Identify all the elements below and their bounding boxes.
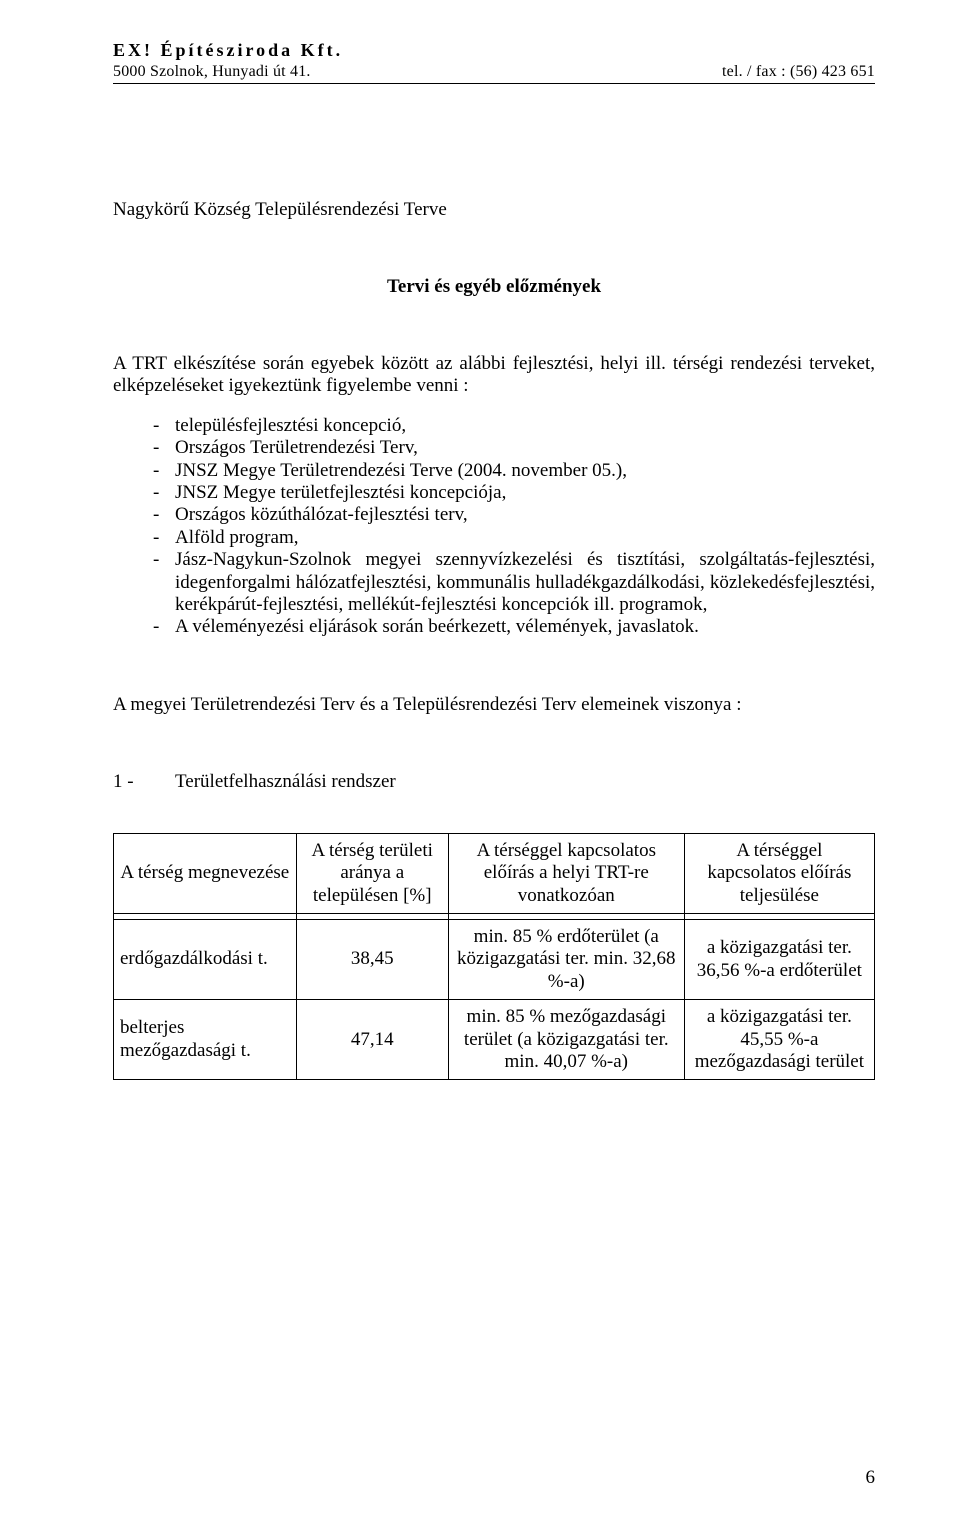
list-item: -Országos közúthálózat-fejlesztési terv, xyxy=(113,504,875,526)
company-contact: tel. / fax : (56) 423 651 xyxy=(722,63,875,81)
list-item: -A véleményezési eljárások során beérkez… xyxy=(113,616,875,638)
list-item: -településfejlesztési koncepció, xyxy=(113,415,875,437)
table-row: erdőgazdálkodási t. 38,45 min. 85 % erdő… xyxy=(114,919,875,999)
dash-icon: - xyxy=(113,460,175,482)
list-item: -JNSZ Megye Területrendezési Terve (2004… xyxy=(113,460,875,482)
dash-icon: - xyxy=(113,482,175,504)
col-header: A térséggel kapcsolatos előírás a helyi … xyxy=(448,833,684,913)
list-item-text: Országos Területrendezési Terv, xyxy=(175,437,875,459)
dash-icon: - xyxy=(113,616,175,638)
list-item: -Alföld program, xyxy=(113,527,875,549)
document-title: Nagykörű Község Településrendezési Terve xyxy=(113,199,875,221)
list-item: -Országos Területrendezési Terv, xyxy=(113,437,875,459)
list-item-text: JNSZ Megye Területrendezési Terve (2004.… xyxy=(175,460,875,482)
page-number: 6 xyxy=(866,1467,876,1489)
table-cell: 47,14 xyxy=(296,1000,448,1080)
dash-icon: - xyxy=(113,527,175,549)
numbered-item: 1 - Területfelhasználási rendszer xyxy=(113,771,875,793)
dash-icon: - xyxy=(113,504,175,526)
col-header: A térség területi aránya a településen [… xyxy=(296,833,448,913)
table-cell: 38,45 xyxy=(296,919,448,999)
table-row: belterjes mezőgazdasági t. 47,14 min. 85… xyxy=(114,1000,875,1080)
header-row: 5000 Szolnok, Hunyadi út 41. tel. / fax … xyxy=(113,63,875,84)
table-cell: min. 85 % erdőterület (a közigazgatási t… xyxy=(448,919,684,999)
numbered-text: Területfelhasználási rendszer xyxy=(175,771,396,793)
list-item-text: Jász-Nagykun-Szolnok megyei szennyvízkez… xyxy=(175,549,875,616)
table-cell: a közigazgatási ter. 45,55 %-a mezőgazda… xyxy=(684,1000,874,1080)
relation-title: A megyei Területrendezési Terv és a Tele… xyxy=(113,694,875,716)
table-cell: a közigazgatási ter. 36,56 %-a erdőterül… xyxy=(684,919,874,999)
data-table: A térség megnevezése A térség területi a… xyxy=(113,833,875,1081)
company-address: 5000 Szolnok, Hunyadi út 41. xyxy=(113,63,311,81)
list-item-text: Alföld program, xyxy=(175,527,875,549)
list-item-text: Országos közúthálózat-fejlesztési terv, xyxy=(175,504,875,526)
col-header: A térség megnevezése xyxy=(114,833,297,913)
table-cell: erdőgazdálkodási t. xyxy=(114,919,297,999)
list-item: -Jász-Nagykun-Szolnok megyei szennyvízke… xyxy=(113,549,875,616)
company-name: EX! Építésziroda Kft. xyxy=(113,40,875,61)
numbered-num: 1 - xyxy=(113,771,175,793)
list-item-text: A véleményezési eljárások során beérkeze… xyxy=(175,616,875,638)
table-header-row: A térség megnevezése A térség területi a… xyxy=(114,833,875,913)
page: EX! Építésziroda Kft. 5000 Szolnok, Huny… xyxy=(0,0,960,1519)
list-item-text: településfejlesztési koncepció, xyxy=(175,415,875,437)
dash-icon: - xyxy=(113,549,175,616)
bullet-list: -településfejlesztési koncepció, -Ország… xyxy=(113,415,875,639)
intro-paragraph: A TRT elkészítése során egyebek között a… xyxy=(113,353,875,397)
dash-icon: - xyxy=(113,415,175,437)
list-item: -JNSZ Megye területfejlesztési koncepció… xyxy=(113,482,875,504)
table-cell: min. 85 % mezőgazdasági terület (a közig… xyxy=(448,1000,684,1080)
col-header: A térséggel kapcsolatos előírás teljesül… xyxy=(684,833,874,913)
dash-icon: - xyxy=(113,437,175,459)
list-item-text: JNSZ Megye területfejlesztési koncepciój… xyxy=(175,482,875,504)
section-title: Tervi és egyéb előzmények xyxy=(113,276,875,298)
table-cell: belterjes mezőgazdasági t. xyxy=(114,1000,297,1080)
